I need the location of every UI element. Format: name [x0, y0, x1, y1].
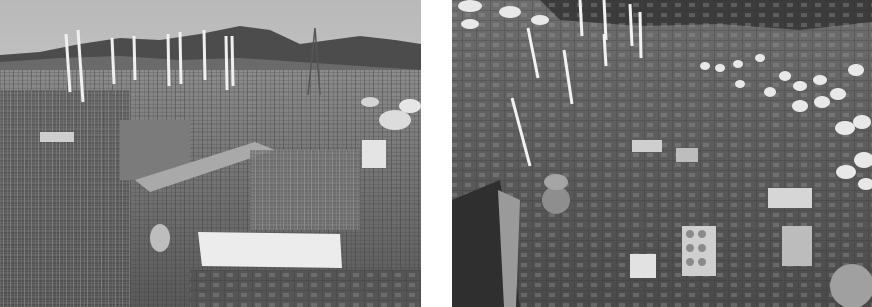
fan [686, 230, 694, 238]
tank [792, 100, 808, 112]
chimney [604, 34, 606, 66]
page [0, 0, 872, 307]
tank [399, 99, 421, 113]
tank [853, 115, 871, 129]
tank [499, 6, 521, 18]
tank [835, 121, 855, 135]
white-building [676, 148, 698, 162]
tank [848, 64, 864, 76]
tank [150, 224, 170, 252]
chimney [640, 12, 641, 58]
white-building [768, 188, 812, 208]
fan [698, 258, 706, 266]
tank [755, 54, 765, 62]
tank [764, 87, 776, 97]
right-photo [452, 0, 872, 307]
chimney [134, 36, 135, 80]
tank [813, 75, 827, 85]
tank [793, 81, 807, 91]
fan [686, 258, 694, 266]
tank [836, 165, 856, 179]
foreground-texture [190, 270, 421, 307]
tank [379, 110, 411, 130]
tank [700, 62, 710, 70]
chimney [630, 4, 632, 46]
fan [698, 244, 706, 252]
chimney [226, 36, 227, 90]
tank [531, 15, 549, 25]
chimney [580, 0, 582, 36]
white-building [630, 254, 656, 278]
chimney [168, 34, 169, 86]
photo-pair [0, 0, 872, 307]
structure-texture [250, 150, 360, 230]
white-building [782, 226, 812, 266]
tank [814, 96, 830, 108]
tank [361, 97, 379, 107]
tank [735, 80, 745, 88]
tank [715, 64, 725, 72]
dome-tank [542, 186, 570, 214]
white-building [40, 132, 74, 142]
chimney [180, 32, 181, 84]
chimney [232, 36, 233, 86]
chimney [204, 30, 205, 80]
white-building [632, 140, 662, 152]
tank [461, 19, 479, 29]
tank [458, 0, 482, 12]
white-roof [198, 232, 342, 268]
chimney [112, 38, 114, 84]
tank [830, 88, 846, 100]
left-photo [0, 0, 421, 307]
fan [686, 244, 694, 252]
dome-tank [544, 174, 568, 190]
structure-texture [0, 90, 130, 307]
fan [698, 230, 706, 238]
tank [362, 140, 386, 168]
tank [733, 60, 743, 68]
tank [779, 71, 791, 81]
